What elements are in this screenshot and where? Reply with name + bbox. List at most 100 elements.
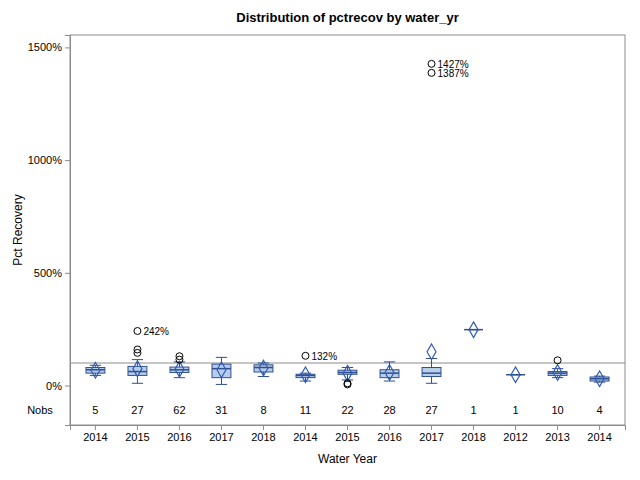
whisker-cap-high (384, 361, 395, 362)
x-tick-label: 2014 (83, 431, 107, 443)
outlier (344, 380, 351, 387)
x-tick-label: 2014 (587, 431, 611, 443)
outlier-labels: 242%132%1387%1427% (143, 59, 468, 362)
outlier (134, 327, 141, 334)
median (380, 372, 399, 374)
x-tick-label: 2017 (419, 431, 443, 443)
x-tick-mark (473, 425, 474, 430)
whisker-cap-high (216, 357, 227, 358)
x-tick-mark (179, 425, 180, 430)
median (86, 369, 105, 371)
y-axis-line (65, 36, 71, 426)
median (422, 372, 441, 374)
x-tick: 2014 (293, 425, 317, 443)
plot-area (70, 60, 625, 388)
x-tick: 2014 (587, 425, 611, 443)
nobs-label: Nobs (27, 404, 53, 416)
y-tick-label: 1000% (28, 154, 62, 166)
x-tick-label: 2015 (125, 431, 149, 443)
median (464, 329, 483, 331)
mean-marker (511, 367, 520, 383)
x-tick: 2016 (377, 425, 401, 443)
box-group (590, 371, 609, 387)
mean-marker (343, 365, 352, 381)
x-tick-mark (137, 425, 138, 430)
median (170, 369, 189, 371)
mean-marker (469, 322, 478, 338)
mean-marker (427, 344, 436, 360)
nobs-value: 1 (512, 404, 518, 416)
mean-marker (553, 365, 562, 381)
title: Distribution of pctrecov by water_yr (236, 10, 459, 25)
y-tick: 1500% (28, 41, 70, 53)
median (548, 372, 567, 374)
box (254, 365, 273, 372)
nobs-value: 62 (173, 404, 185, 416)
box-group (254, 360, 273, 376)
y-axis-title: Pct Recovery (11, 194, 25, 265)
box (338, 370, 357, 374)
y-tick-mark (65, 160, 70, 161)
x-tick-label: 2016 (167, 431, 191, 443)
y-tick-mark (65, 273, 70, 274)
x-tick: 2015 (335, 425, 359, 443)
whisker-cap-low (132, 383, 143, 384)
median (506, 374, 525, 376)
x-tick-label: 2015 (335, 431, 359, 443)
x-tick: 2018 (461, 425, 485, 443)
x-tick: 2018 (251, 425, 275, 443)
y-tick-label: 0% (46, 380, 62, 392)
median (128, 371, 147, 373)
box (548, 372, 567, 376)
whisker-cap-low (216, 384, 227, 385)
box (506, 374, 525, 375)
outlier (554, 357, 561, 364)
x-axis-line (71, 426, 626, 431)
box (296, 374, 315, 377)
x-tick-label: 2017 (209, 431, 233, 443)
x-tick: 2017 (419, 425, 443, 443)
box (422, 368, 441, 377)
reference-line (70, 363, 625, 364)
outlier (302, 352, 309, 359)
mean-marker (259, 360, 268, 376)
box-group (464, 322, 483, 338)
box-group (506, 367, 525, 383)
y-tick-label: 500% (34, 267, 62, 279)
outlier (428, 60, 435, 67)
mean-marker (595, 371, 604, 387)
x-tick-mark (599, 425, 600, 430)
whisker-cap-low (90, 375, 101, 376)
mean-marker (91, 362, 100, 378)
x-axis: 2014 2015 2016 2017 2018 2014 2015 2016 2017 2018… (71, 425, 626, 443)
x-tick-mark (263, 425, 264, 430)
x-tick: 2016 (167, 425, 191, 443)
x-tick-label: 2014 (293, 431, 317, 443)
box-group (548, 357, 567, 380)
x-tick: 2013 (545, 425, 569, 443)
box-group (338, 365, 357, 388)
x-tick: 2015 (125, 425, 149, 443)
whisker-cap-low (426, 383, 437, 384)
outlier (176, 353, 183, 360)
background (0, 0, 640, 480)
chart-container: Distribution of pctrecov by water_yr 0% 50… (0, 0, 640, 480)
box (380, 370, 399, 378)
box-group (380, 362, 399, 381)
nobs-value: 31 (215, 404, 227, 416)
box (128, 366, 147, 375)
x-tick-mark (347, 425, 348, 430)
nobs-value: 28 (383, 404, 395, 416)
outlier-label: 1427% (438, 59, 469, 70)
x-tick-mark (221, 425, 222, 430)
nobs-value: 8 (260, 404, 266, 416)
y-tick: 1000% (28, 154, 70, 166)
x-axis-title: Water Year (318, 452, 377, 466)
box-group (212, 357, 231, 384)
x-tick-mark (95, 425, 96, 430)
outlier-label: 132% (311, 351, 337, 362)
box (86, 368, 105, 374)
nobs-value: 27 (131, 404, 143, 416)
x-tick-label: 2012 (503, 431, 527, 443)
y-tick-mark (65, 47, 70, 48)
